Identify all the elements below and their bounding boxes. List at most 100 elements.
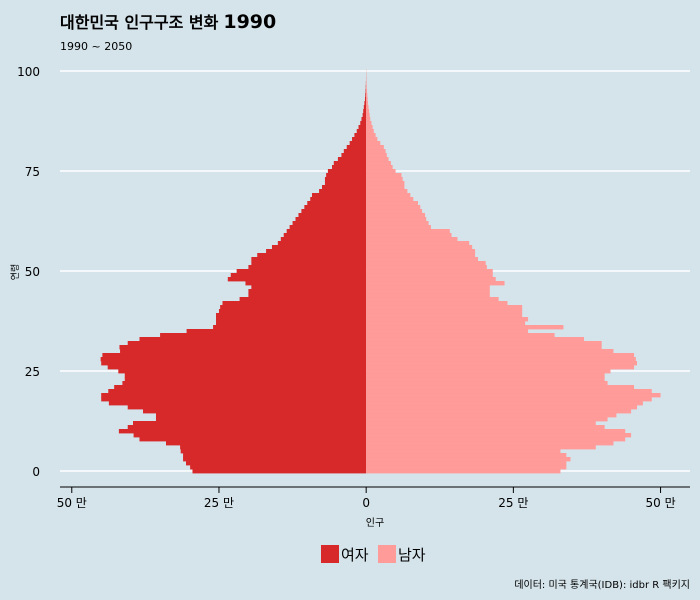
- bar-female: [341, 153, 367, 158]
- bar-male: [366, 401, 643, 406]
- bar-male: [366, 269, 493, 274]
- axes-group: 0 25 50 75 100 50 만 25 만 0 25 만 50 만: [17, 65, 690, 510]
- chart-title-year: 1990: [223, 11, 276, 33]
- bar-female: [319, 189, 367, 194]
- bar-female: [133, 421, 367, 426]
- bar-male: [366, 277, 496, 282]
- bar-male: [366, 285, 490, 290]
- bar-female: [227, 277, 367, 282]
- x-tick-label: 0: [362, 496, 370, 510]
- bar-female: [122, 381, 367, 386]
- y-tick-label: 25: [25, 365, 40, 379]
- legend-swatch: [321, 545, 339, 563]
- bar-female: [160, 333, 367, 338]
- bar-male: [366, 185, 405, 190]
- bar-male: [366, 93, 368, 98]
- bar-female: [216, 317, 367, 322]
- bar-male: [366, 165, 393, 170]
- bar-female: [289, 225, 367, 230]
- bar-male: [366, 85, 367, 90]
- bar-female: [333, 161, 367, 166]
- bar-female: [186, 329, 367, 334]
- bar-male: [366, 113, 370, 118]
- bar-female: [190, 465, 367, 470]
- bar-female: [218, 309, 367, 314]
- bar-male: [366, 193, 411, 198]
- bar-male: [366, 437, 626, 442]
- bar-male: [366, 337, 585, 342]
- bar-female: [361, 117, 367, 122]
- bar-male: [366, 261, 486, 266]
- bar-female: [322, 185, 367, 190]
- bar-female: [286, 229, 367, 234]
- bar-female: [100, 357, 367, 362]
- bar-female: [298, 213, 367, 218]
- bar-female: [245, 281, 367, 286]
- bar-male: [366, 141, 381, 146]
- bar-female: [251, 261, 367, 266]
- bar-female: [155, 413, 367, 418]
- bar-male: [366, 461, 567, 466]
- x-tick-label: 50 만: [645, 496, 675, 510]
- bar-male: [366, 361, 638, 366]
- bar-female: [280, 237, 367, 242]
- bar-male: [366, 205, 421, 210]
- bar-male: [366, 233, 452, 238]
- bar-male: [366, 253, 476, 258]
- bar-male: [366, 245, 473, 250]
- bar-female: [120, 349, 367, 354]
- x-axis-label: 인구: [366, 517, 384, 529]
- bar-male: [366, 305, 523, 310]
- bar-male: [366, 201, 418, 206]
- bar-female: [139, 337, 367, 342]
- bar-female: [358, 125, 367, 130]
- bar-female: [271, 245, 367, 250]
- bar-male: [366, 293, 490, 298]
- bar-female: [337, 157, 367, 162]
- bar-female: [165, 441, 367, 446]
- bar-male: [366, 389, 652, 394]
- bar-female: [310, 197, 367, 202]
- bar-female: [183, 457, 367, 462]
- bar-female: [364, 97, 367, 102]
- bar-male: [366, 161, 391, 166]
- bar-male: [366, 237, 458, 242]
- bar-male: [366, 169, 396, 174]
- bar-male: [366, 449, 561, 454]
- bar-female: [220, 305, 367, 310]
- bar-female: [216, 313, 367, 318]
- bar-female: [356, 129, 367, 134]
- bar-male: [366, 369, 611, 374]
- bar-male: [366, 405, 638, 410]
- bar-female: [230, 273, 367, 278]
- chart-subtitle: 1990 ~ 2050: [60, 40, 132, 53]
- bar-female: [216, 321, 367, 326]
- bar-female: [139, 437, 367, 442]
- bar-male: [366, 373, 605, 378]
- bar-female: [222, 301, 367, 306]
- bar-male: [366, 429, 626, 434]
- legend-label: 남자: [398, 546, 426, 564]
- bar-female: [251, 285, 367, 290]
- bar-male: [366, 413, 617, 418]
- chart-caption: 데이터: 미국 통계국(IDB): idbr R 팩키지: [514, 579, 690, 591]
- bar-male: [366, 101, 368, 106]
- bar-male: [366, 297, 499, 302]
- bar-female: [114, 385, 367, 390]
- bar-male: [366, 341, 602, 346]
- y-tick-label: 0: [32, 465, 40, 479]
- bar-female: [324, 181, 367, 186]
- bar-female: [292, 221, 367, 226]
- bar-male: [366, 177, 403, 182]
- bar-male: [366, 433, 632, 438]
- bar-female: [108, 401, 367, 406]
- bar-female: [239, 297, 367, 302]
- bar-male: [366, 125, 373, 130]
- bar-female: [155, 417, 367, 422]
- bar-male: [366, 353, 635, 358]
- bar-female: [124, 373, 367, 378]
- bar-female: [119, 345, 367, 350]
- bar-male: [366, 417, 608, 422]
- y-tick-label: 75: [25, 165, 40, 179]
- bar-male: [366, 321, 526, 326]
